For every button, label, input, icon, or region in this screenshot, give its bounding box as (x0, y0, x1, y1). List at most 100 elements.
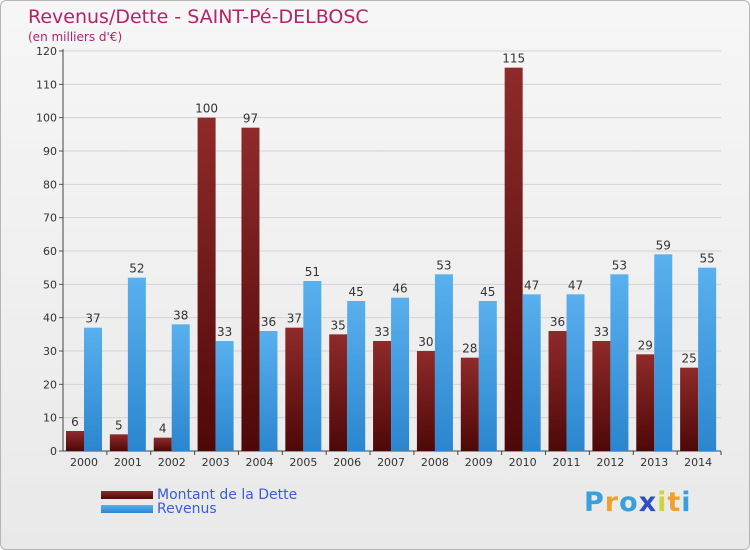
y-tick-label-0: 0 (50, 445, 57, 458)
y-tick-label-90: 90 (43, 145, 57, 158)
legend-label-revenus: Revenus (157, 501, 217, 517)
bar-dette-2006 (329, 334, 348, 451)
data-label-dette-2003: 100 (195, 102, 218, 116)
bar-dette-2012 (592, 341, 611, 451)
logo-letter-4: i (657, 487, 668, 518)
bar-dette-2000 (66, 431, 84, 451)
bar-dette-2001 (109, 434, 128, 451)
data-label-revenus-2001: 52 (129, 262, 144, 276)
y-tick-label-100: 100 (36, 112, 57, 125)
bar-revenus-2002 (171, 324, 190, 451)
data-label-revenus-2014: 55 (699, 252, 714, 266)
y-tick-label-30: 30 (43, 345, 57, 358)
x-tick-label-2012: 2012 (596, 456, 624, 469)
x-tick-label-2001: 2001 (114, 456, 142, 469)
data-label-dette-2009: 28 (462, 342, 477, 356)
x-tick-label-2005: 2005 (289, 456, 317, 469)
x-tick-label-2002: 2002 (158, 456, 186, 469)
bar-revenus-2004 (259, 331, 278, 451)
data-label-dette-2006: 35 (331, 318, 346, 332)
y-tick-label-110: 110 (36, 78, 57, 91)
bar-revenus-2011 (566, 294, 585, 451)
bar-revenus-2001 (127, 277, 146, 451)
data-label-revenus-2006: 45 (349, 285, 364, 299)
logo-letter-6: i (681, 487, 692, 518)
legend-swatch-dette (101, 491, 153, 499)
data-label-revenus-2003: 33 (217, 325, 232, 339)
data-label-dette-2000: 6 (71, 415, 79, 429)
data-label-revenus-2010: 47 (524, 278, 539, 292)
x-tick-label-2009: 2009 (465, 456, 493, 469)
x-tick-label-2010: 2010 (509, 456, 537, 469)
data-label-revenus-2004: 36 (261, 315, 276, 329)
x-tick-label-2008: 2008 (421, 456, 449, 469)
y-tick-label-40: 40 (43, 312, 57, 325)
data-label-revenus-2002: 38 (173, 308, 188, 322)
bar-revenus-2006 (347, 301, 366, 451)
bar-revenus-2010 (522, 294, 541, 451)
bar-dette-2010 (504, 67, 523, 452)
y-tick-label-120: 120 (36, 45, 57, 58)
data-label-dette-2002: 4 (159, 422, 167, 436)
data-label-revenus-2007: 46 (392, 282, 407, 296)
data-label-revenus-2008: 53 (436, 258, 451, 272)
bar-dette-2005 (285, 327, 304, 451)
bar-dette-2009 (460, 357, 479, 451)
legend-label-dette: Montant de la Dette (157, 487, 298, 503)
y-tick-label-50: 50 (43, 278, 57, 291)
data-label-dette-2013: 29 (638, 338, 653, 352)
legend-item-dette: Montant de la Dette (101, 487, 298, 503)
data-label-revenus-2009: 45 (480, 285, 495, 299)
logo-letter-2: o (619, 487, 639, 518)
bar-dette-2008 (416, 351, 435, 451)
bar-revenus-2013 (654, 254, 673, 451)
data-label-dette-2001: 5 (115, 418, 123, 432)
logo-letter-3: x (638, 487, 658, 518)
y-tick-label-70: 70 (43, 212, 57, 225)
bar-revenus-2012 (610, 274, 629, 451)
x-tick-label-2000: 2000 (70, 456, 98, 469)
x-tick-label-2006: 2006 (333, 456, 361, 469)
logo-letter-5: t (667, 487, 682, 518)
data-label-dette-2004: 97 (243, 112, 258, 126)
data-label-dette-2008: 30 (418, 335, 433, 349)
data-label-dette-2012: 33 (594, 325, 609, 339)
y-tick-label-80: 80 (43, 178, 57, 191)
bar-revenus-2014 (698, 267, 717, 451)
chart-subtitle: (en milliers d'€) (28, 30, 123, 44)
bar-revenus-2009 (478, 301, 497, 451)
data-label-revenus-2000: 37 (85, 312, 100, 326)
data-label-dette-2011: 36 (550, 315, 565, 329)
data-label-dette-2010: 115 (502, 52, 525, 66)
data-label-revenus-2005: 51 (305, 265, 320, 279)
bar-dette-2003 (197, 117, 216, 452)
logo-letter-0: P (584, 487, 605, 518)
legend-swatch-revenus (101, 505, 153, 513)
bar-revenus-2007 (391, 297, 410, 451)
x-tick-label-2003: 2003 (202, 456, 230, 469)
data-label-dette-2014: 25 (681, 352, 696, 366)
data-label-dette-2007: 33 (374, 325, 389, 339)
bar-revenus-2005 (303, 281, 322, 451)
data-label-revenus-2013: 59 (656, 238, 671, 252)
bar-dette-2007 (373, 341, 392, 451)
bar-revenus-2000 (84, 327, 102, 451)
bar-dette-2004 (241, 127, 260, 452)
data-label-dette-2005: 37 (287, 312, 302, 326)
x-tick-label-2004: 2004 (245, 456, 273, 469)
y-tick-label-20: 20 (43, 378, 57, 391)
data-label-revenus-2012: 53 (612, 258, 627, 272)
x-tick-label-2013: 2013 (640, 456, 668, 469)
bar-revenus-2003 (215, 341, 234, 451)
bar-revenus-2008 (434, 274, 453, 451)
bar-dette-2014 (680, 367, 699, 451)
bar-dette-2002 (153, 437, 172, 451)
proxiti-logo: Proxiti (584, 487, 692, 518)
bar-dette-2013 (636, 354, 655, 451)
chart-title: Revenus/Dette - SAINT-Pé-DELBOSC (28, 6, 369, 28)
x-tick-label-2014: 2014 (684, 456, 712, 469)
data-label-revenus-2011: 47 (568, 278, 583, 292)
y-tick-label-60: 60 (43, 245, 57, 258)
x-tick-label-2007: 2007 (377, 456, 405, 469)
